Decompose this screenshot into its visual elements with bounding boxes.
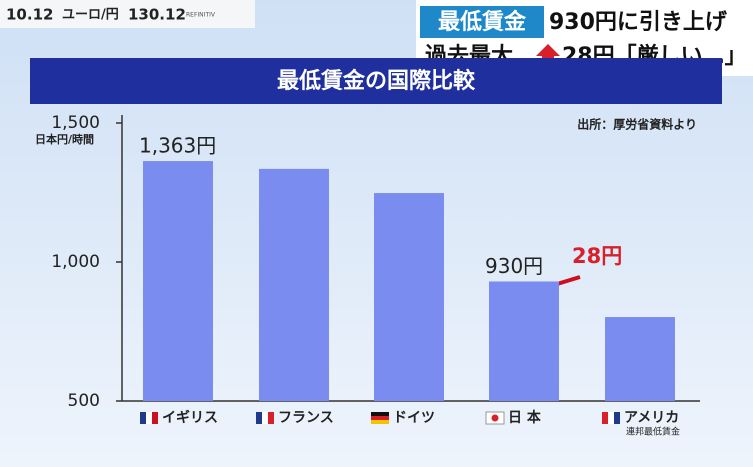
- source: 出所：厚労省資料より: [577, 117, 697, 132]
- flag: [256, 412, 262, 424]
- bar: [605, 317, 675, 401]
- chart-title: 最低賃金の国際比較: [277, 68, 476, 94]
- ticker-source: REFINITIV: [186, 12, 216, 19]
- x-tick-label: 日 本: [508, 409, 542, 426]
- flag: [614, 412, 620, 424]
- x-tick-label: イギリス: [162, 409, 218, 426]
- flag: [491, 414, 499, 422]
- bar: [259, 168, 329, 401]
- y-tick-label: 500: [68, 391, 100, 411]
- x-tick-label: アメリカ: [624, 410, 679, 426]
- flag: [608, 412, 614, 424]
- flag: [146, 412, 152, 424]
- x-tick-label: フランス: [278, 410, 334, 426]
- flag: [371, 416, 389, 420]
- flag: [371, 412, 389, 416]
- flag: [152, 412, 158, 424]
- headline-tag-bg: [420, 6, 544, 38]
- category-note: 連邦最低賃金: [626, 426, 680, 438]
- y-tick-label: 1,500: [51, 113, 100, 133]
- bar: [489, 281, 559, 401]
- flag: [371, 420, 389, 424]
- x-tick-label: ドイツ: [393, 410, 435, 426]
- headline-tag: 最低賃金: [438, 9, 527, 35]
- headline-line1: 930円に引き上げ: [549, 10, 728, 35]
- annotation: 28円: [572, 244, 622, 268]
- value-label: 930円: [485, 254, 543, 278]
- flag: [602, 412, 608, 424]
- flag: [268, 412, 274, 424]
- flag: [262, 412, 268, 424]
- bar: [374, 193, 444, 401]
- ticker-rate: 130.12: [128, 6, 186, 24]
- flag: [140, 412, 146, 424]
- bar: [143, 161, 213, 401]
- title-bar: [30, 58, 722, 104]
- ticker-pair: ユーロ/円: [62, 8, 119, 23]
- y-axis-label: 日本円/時間: [35, 132, 94, 146]
- y-tick-label: 1,000: [51, 252, 100, 272]
- ticker-box: [0, 0, 255, 28]
- ticker-date: 10.12: [6, 6, 53, 24]
- value-label: 1,363円: [139, 134, 216, 158]
